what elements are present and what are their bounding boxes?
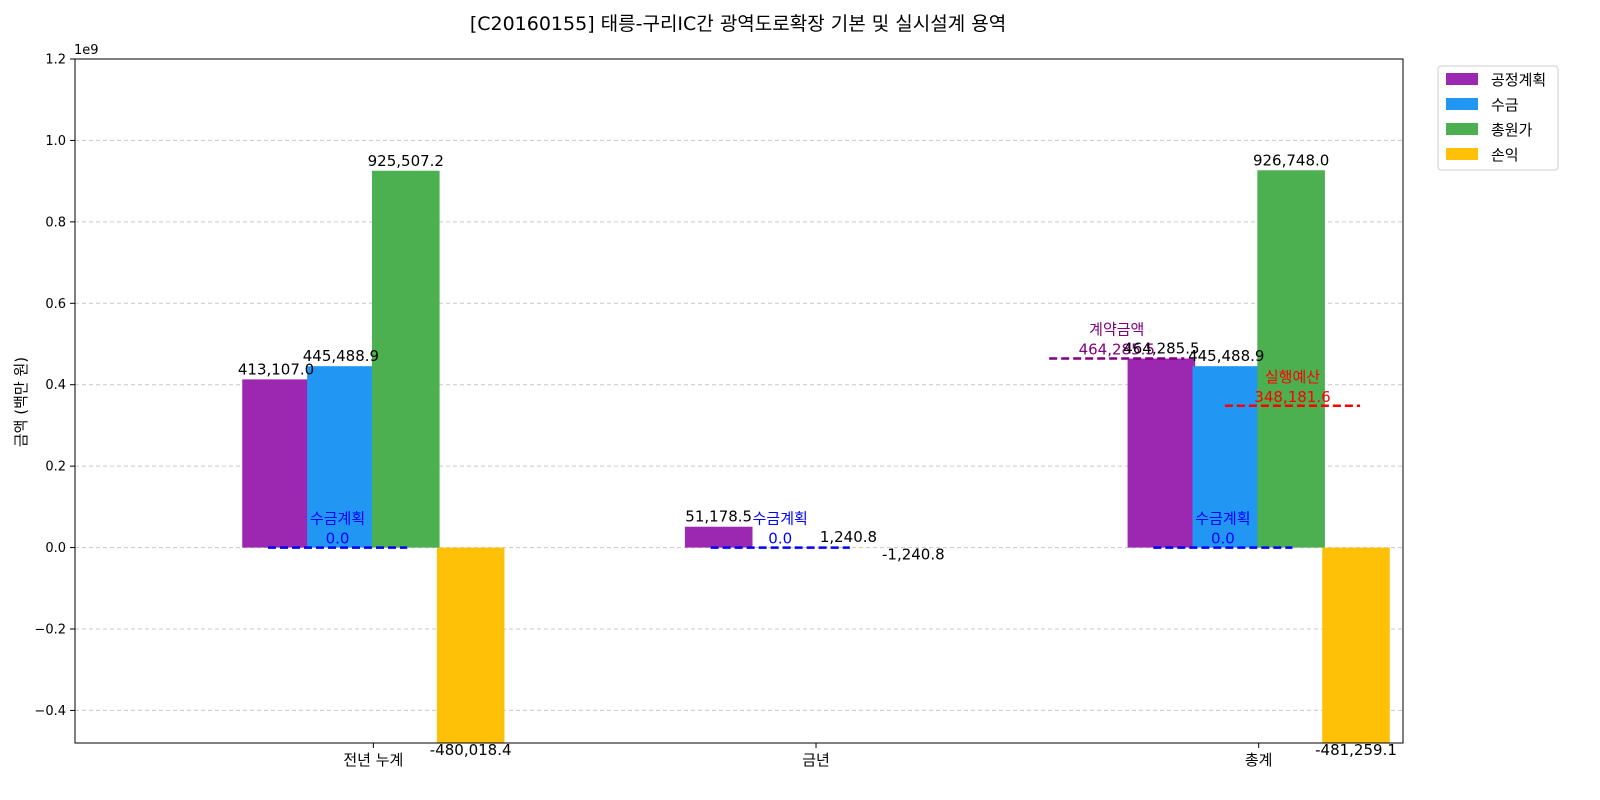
legend-label: 손익 — [1491, 146, 1519, 164]
legend-label: 총원가 — [1491, 121, 1533, 139]
chart-title: [C20160155] 태릉-구리IC간 광역도로확장 기본 및 실시설계 용역 — [470, 13, 1006, 35]
data-label: 445,488.9 — [303, 347, 379, 365]
bar-2-2 — [1257, 170, 1325, 548]
reference-value: 0.0 — [768, 530, 792, 548]
y-tick-label: 0.2 — [45, 460, 66, 475]
x-axis: 전년 누계 금년 총계 — [343, 743, 1272, 769]
legend-swatch — [1446, 123, 1478, 135]
y-tick-label: 0.6 — [45, 297, 66, 312]
bar-0-1 — [684, 526, 753, 548]
y-axis-label: 금액 (백만 원) — [12, 357, 30, 447]
data-label: 445,488.9 — [1188, 347, 1264, 365]
y-axis-scale-label: 1e9 — [74, 43, 99, 58]
data-label: 51,178.5 — [685, 508, 752, 526]
data-label: 464,285.5 — [1123, 340, 1199, 358]
reference-value: 0.0 — [326, 530, 350, 548]
reference-lines: 수금계획0.0수금계획0.0수금계획0.0계약금액464,285.5실행예산34… — [267, 321, 1361, 549]
data-label: -480,018.4 — [430, 741, 512, 759]
legend-label: 수금 — [1491, 96, 1519, 114]
reference-label: 수금계획 — [310, 510, 365, 528]
legend-swatch — [1446, 98, 1478, 110]
y-tick-label: −0.2 — [34, 623, 66, 638]
legend-label: 공정계획 — [1491, 71, 1546, 89]
legend-swatch — [1446, 73, 1478, 85]
data-label: 926,748.0 — [1253, 151, 1329, 169]
reference-value: 348,181.6 — [1254, 388, 1330, 406]
y-axis: 1.2 1.0 0.8 0.6 0.4 0.2 0.0 −0.2 −0.4 — [34, 53, 75, 719]
bars — [242, 170, 1390, 743]
y-tick-label: 0.8 — [45, 215, 66, 230]
x-tick-label: 금년 — [802, 751, 830, 769]
plot-area-frame — [74, 58, 1404, 744]
data-label: -481,259.1 — [1315, 741, 1397, 759]
reference-label: 수금계획 — [1195, 510, 1250, 528]
reference-label: 계약금액 — [1089, 321, 1144, 339]
legend-swatch — [1446, 148, 1478, 160]
y-tick-label: 0.0 — [45, 541, 66, 556]
data-label: 1,240.8 — [820, 528, 877, 546]
bar-0-2 — [1127, 358, 1196, 548]
bar-0-0 — [242, 379, 310, 548]
bar-2-0 — [372, 170, 440, 548]
bar-1-2 — [1192, 366, 1261, 548]
data-label: 413,107.0 — [238, 360, 314, 378]
reference-value: 464,285.5 — [1079, 341, 1155, 359]
bar-3-0 — [436, 547, 505, 743]
x-tick-label: 총계 — [1245, 751, 1273, 769]
reference-value: 0.0 — [1211, 530, 1235, 548]
bar-3-2 — [1322, 547, 1390, 743]
bar-1-0 — [307, 366, 375, 548]
data-label: -1,240.8 — [882, 546, 945, 564]
y-tick-label: 0.4 — [45, 378, 66, 393]
reference-label: 실행예산 — [1265, 368, 1320, 386]
reference-label: 수금계획 — [753, 510, 808, 528]
y-tick-label: −0.4 — [34, 704, 66, 719]
y-tick-label: 1.0 — [45, 134, 66, 149]
y-tick-label: 1.2 — [45, 53, 66, 68]
legend-box — [1437, 65, 1559, 171]
data-label: 925,507.2 — [368, 152, 444, 170]
x-tick-label: 전년 누계 — [343, 751, 403, 769]
